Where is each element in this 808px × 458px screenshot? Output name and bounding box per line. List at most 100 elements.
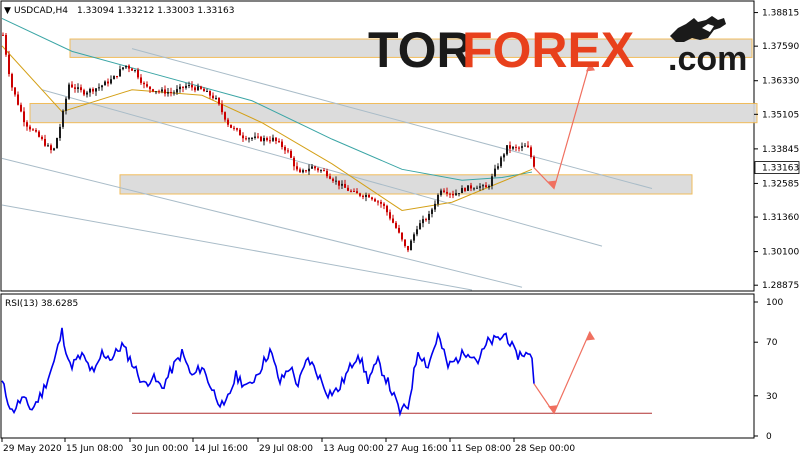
candle-body bbox=[32, 129, 34, 131]
candle-body bbox=[11, 74, 13, 88]
candle-body bbox=[5, 34, 7, 55]
candle-body bbox=[308, 168, 310, 172]
candle-body bbox=[434, 203, 436, 210]
candle-body bbox=[458, 193, 460, 195]
candle-body bbox=[344, 183, 346, 188]
candle-body bbox=[347, 187, 349, 191]
candle-body bbox=[47, 145, 49, 147]
candle-body bbox=[326, 170, 328, 177]
candle-body bbox=[431, 209, 433, 214]
candle-body bbox=[26, 122, 28, 127]
candle-body bbox=[86, 92, 88, 95]
candle-body bbox=[20, 104, 22, 112]
candle-body bbox=[389, 212, 391, 219]
main-price-layer bbox=[1, 18, 758, 291]
x-tick-label: 29 Jul 08:00 bbox=[259, 444, 313, 454]
candle-body bbox=[338, 180, 340, 186]
candle-body bbox=[329, 176, 331, 179]
candle-body bbox=[80, 87, 82, 91]
candle-body bbox=[368, 194, 370, 198]
candle-body bbox=[179, 86, 181, 90]
candle-body bbox=[239, 129, 241, 136]
candle-body bbox=[104, 81, 106, 86]
candle-body bbox=[374, 199, 376, 202]
axis-layer: 1.38815 1.37590 1.36330 1.35105 1.33845 1.325… bbox=[1, 9, 799, 454]
candle-body bbox=[461, 188, 463, 194]
candle-body bbox=[185, 85, 187, 88]
candle-body bbox=[296, 166, 298, 170]
candle-body bbox=[437, 194, 439, 204]
candle-body bbox=[359, 193, 361, 196]
candle-body bbox=[71, 84, 73, 88]
rsi-line bbox=[1, 327, 535, 417]
candle-body bbox=[257, 136, 259, 138]
candle-body bbox=[317, 168, 319, 171]
candle-body bbox=[44, 138, 46, 146]
candle-body bbox=[152, 89, 154, 92]
rsi-title: RSI(13) 38.6285 bbox=[5, 299, 78, 309]
rsi-tick-label: 70 bbox=[766, 338, 778, 348]
ma-fast-line bbox=[1, 45, 533, 211]
candle-body bbox=[230, 124, 232, 128]
candle-body bbox=[95, 88, 97, 92]
forecast-arrow-head bbox=[548, 405, 557, 414]
current-price-label: 1.33163 bbox=[762, 164, 799, 174]
candle-body bbox=[272, 137, 274, 141]
candle-body bbox=[512, 146, 514, 149]
candle-body bbox=[167, 92, 169, 94]
candle-body bbox=[164, 89, 166, 94]
candle-body bbox=[89, 88, 91, 93]
channel-line bbox=[1, 157, 523, 288]
candle-body bbox=[392, 218, 394, 223]
candle-body bbox=[215, 97, 217, 99]
candle-body bbox=[518, 147, 520, 149]
candle-body bbox=[119, 69, 121, 77]
channel-line bbox=[41, 89, 603, 247]
candle-body bbox=[488, 185, 490, 188]
candle-body bbox=[395, 222, 397, 228]
candle-body bbox=[341, 183, 343, 186]
candle-body bbox=[335, 180, 337, 182]
candle-body bbox=[443, 190, 445, 192]
candle-body bbox=[527, 145, 529, 148]
candle-body bbox=[59, 126, 61, 139]
rsi-layer bbox=[1, 327, 652, 417]
candle-body bbox=[221, 104, 223, 113]
chart-symbol-dropdown-icon[interactable]: ▼ bbox=[4, 6, 11, 16]
candle-body bbox=[125, 65, 127, 68]
candle-body bbox=[8, 54, 10, 75]
y-tick-label: 1.31360 bbox=[762, 213, 799, 223]
candle-body bbox=[383, 203, 385, 206]
candle-body bbox=[470, 185, 472, 189]
x-tick-label: 30 Jun 00:00 bbox=[131, 444, 188, 454]
candle-body bbox=[17, 94, 19, 105]
candle-body bbox=[476, 187, 478, 189]
candle-body bbox=[320, 170, 322, 172]
candle-body bbox=[401, 232, 403, 240]
candle-body bbox=[413, 234, 415, 241]
candle-body bbox=[509, 145, 511, 149]
candle-body bbox=[455, 193, 457, 196]
logo-forex-text: FOREX bbox=[462, 22, 634, 78]
x-tick-label: 13 Aug 00:00 bbox=[323, 444, 384, 454]
x-tick-label: 28 Sep 00:00 bbox=[515, 444, 575, 454]
candle-body bbox=[311, 166, 313, 169]
y-tick-label: 1.30100 bbox=[762, 248, 799, 258]
candle-body bbox=[452, 193, 454, 196]
candle-body bbox=[188, 85, 190, 87]
forecast-arrow-head bbox=[586, 62, 595, 72]
candle-body bbox=[191, 85, 193, 88]
candle-body bbox=[158, 91, 160, 93]
candle-body bbox=[419, 223, 421, 230]
candle-body bbox=[149, 86, 151, 90]
candle-body bbox=[284, 147, 286, 151]
y-tick-label: 1.37590 bbox=[762, 42, 799, 52]
x-tick-label: 27 Aug 16:00 bbox=[387, 444, 448, 454]
candle-body bbox=[464, 188, 466, 191]
rsi-panel-frame bbox=[0, 293, 755, 439]
candle-body bbox=[524, 145, 526, 147]
rsi-tick-label: 100 bbox=[766, 298, 783, 308]
candle-body bbox=[170, 92, 172, 94]
candle-body bbox=[41, 136, 43, 139]
